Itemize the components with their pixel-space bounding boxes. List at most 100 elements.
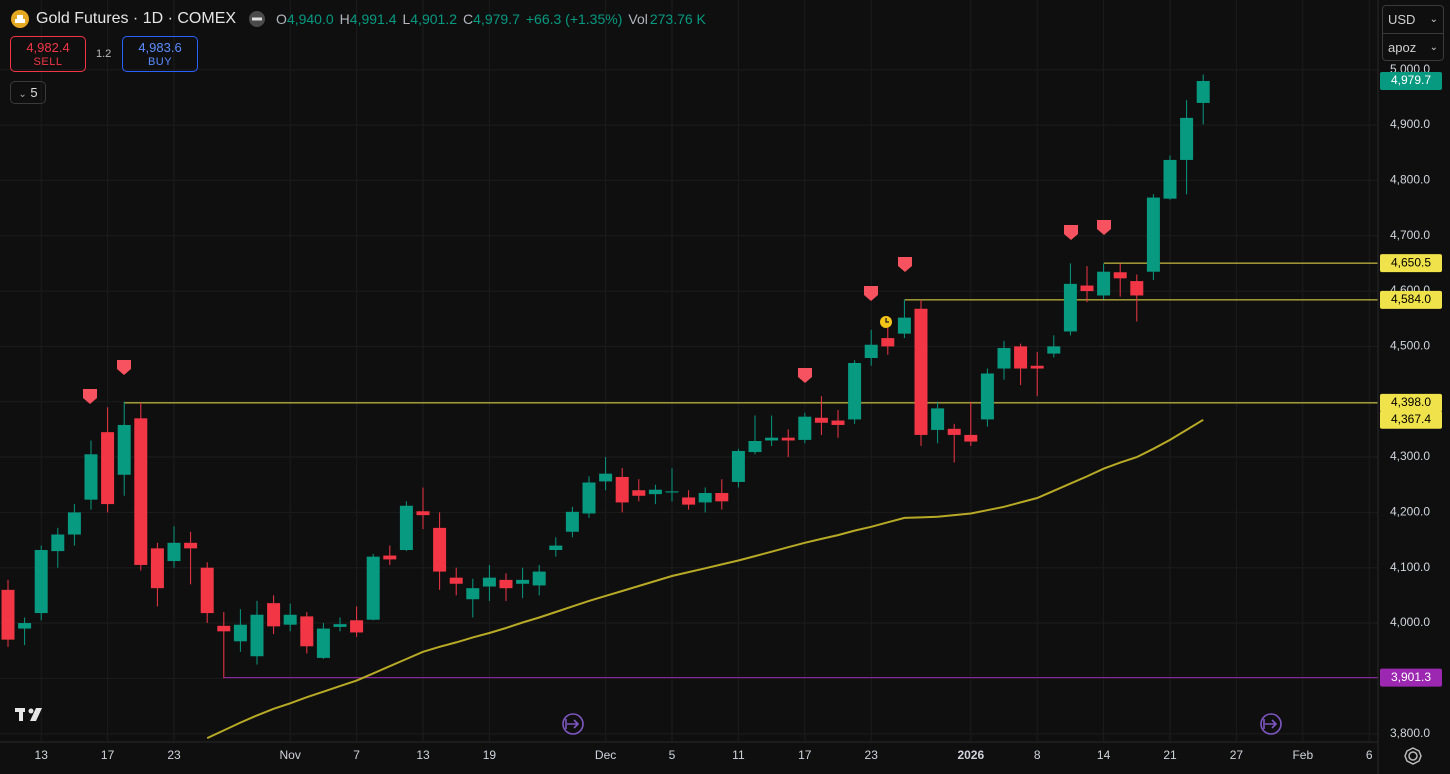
price-tag — [1380, 393, 1442, 412]
candle-body — [881, 338, 895, 347]
price-tag-label: 4,650.5 — [1391, 255, 1431, 269]
candle-body — [482, 577, 496, 587]
candle-body — [366, 556, 380, 620]
candle-body — [665, 491, 679, 493]
candle-body — [648, 489, 662, 495]
candle-body — [864, 344, 878, 359]
candle-body — [731, 450, 745, 482]
ohlc-key: C — [463, 11, 474, 27]
candle-body — [748, 441, 762, 453]
candle-body — [150, 548, 164, 589]
sell-button[interactable]: 4,982.4 SELL — [10, 36, 86, 72]
candle-body — [1146, 197, 1160, 272]
event-marker — [1097, 220, 1111, 235]
candle-body — [549, 545, 563, 551]
x-tick-label: 8 — [1034, 748, 1041, 762]
y-tick-label: 4,800.0 — [1390, 173, 1430, 187]
candle-body — [217, 625, 231, 632]
price-tag — [1380, 290, 1442, 309]
x-tick-label: 13 — [35, 748, 49, 762]
buy-label: BUY — [147, 56, 173, 68]
unit-select[interactable]: apoz ⌄ — [1388, 40, 1438, 55]
y-tick-label: 4,100.0 — [1390, 560, 1430, 574]
candle-body — [1030, 365, 1044, 369]
candle-body — [433, 527, 447, 572]
candle-body — [233, 624, 247, 642]
x-tick-label: Feb — [1292, 748, 1313, 762]
indicators-toggle[interactable]: ⌄ 5 — [10, 81, 46, 104]
x-tick-label: 14 — [1097, 748, 1111, 762]
candle-body — [715, 493, 729, 502]
unit: apoz — [1388, 40, 1417, 55]
price-tag-label: 4,367.4 — [1391, 412, 1431, 426]
y-tick-label: 4,900.0 — [1390, 117, 1430, 131]
candle-body — [101, 432, 115, 505]
event-marker — [864, 286, 878, 301]
y-tick-label: 4,000.0 — [1390, 615, 1430, 629]
sell-label: SELL — [33, 56, 63, 68]
candle-body — [1113, 272, 1127, 279]
x-tick-label: 7 — [353, 748, 360, 762]
moving-average — [206, 418, 1204, 740]
candle-body — [632, 490, 646, 496]
candle-body — [449, 577, 463, 584]
price-tag-label: 4,584.0 — [1391, 292, 1431, 306]
status-icon — [249, 11, 266, 27]
price-tag — [1380, 254, 1442, 273]
candle-body — [831, 420, 845, 425]
candle-body — [931, 408, 945, 430]
y-tick-label: 4,500.0 — [1390, 339, 1430, 353]
x-tick-label: 21 — [1163, 748, 1177, 762]
candle-body — [267, 603, 281, 627]
candle-body — [682, 497, 696, 505]
candle-body — [399, 505, 413, 551]
symbol-icon — [11, 10, 29, 28]
buy-price: 4,983.6 — [138, 40, 182, 55]
x-tick-label: 17 — [101, 748, 115, 762]
candle-body — [1130, 281, 1144, 296]
candle-body — [1063, 283, 1077, 332]
ohlc-value: 4,979.7 — [473, 11, 520, 27]
replay-icon[interactable] — [562, 713, 1282, 735]
candle-body — [814, 417, 828, 423]
candle-body — [781, 437, 795, 441]
candle-body — [532, 571, 546, 586]
event-marker — [898, 257, 912, 272]
buy-button[interactable]: 4,983.6 BUY — [122, 36, 198, 72]
ohlc-value: 4,940.0 — [286, 11, 334, 27]
currency-select[interactable]: USD ⌄ — [1383, 6, 1443, 34]
event-marker — [83, 389, 97, 404]
x-tick-label: 13 — [416, 748, 430, 762]
settings-icon[interactable] — [1404, 747, 1422, 765]
candle-body — [1, 589, 15, 640]
x-tick-label: 6 — [1366, 748, 1373, 762]
candle-body — [964, 434, 978, 442]
y-tick-label: 4,700.0 — [1390, 228, 1430, 242]
candle-body — [316, 628, 330, 658]
x-tick-label: Dec — [595, 748, 616, 762]
candle-body — [84, 454, 98, 500]
ohlc-key: O — [276, 11, 287, 27]
candle-body — [565, 511, 579, 532]
indicators-count: 5 — [30, 85, 38, 100]
price-tag — [1380, 71, 1442, 90]
candle-body — [582, 482, 596, 514]
candle-body — [67, 512, 81, 535]
candle-body — [615, 476, 629, 503]
ohlc-key: H — [339, 11, 350, 27]
candle-body — [1163, 159, 1177, 199]
candle-body — [698, 493, 712, 503]
currency: USD — [1388, 12, 1416, 27]
candle-body — [300, 616, 314, 647]
candle-body — [516, 579, 530, 584]
candle-body — [250, 614, 264, 657]
candle-body — [200, 567, 214, 614]
x-tick-label: 23 — [167, 748, 181, 762]
candle-body — [848, 362, 862, 420]
x-tick-label: 2026 — [957, 748, 984, 762]
y-tick-label: 4,200.0 — [1390, 505, 1430, 519]
candle-body — [1180, 117, 1194, 160]
